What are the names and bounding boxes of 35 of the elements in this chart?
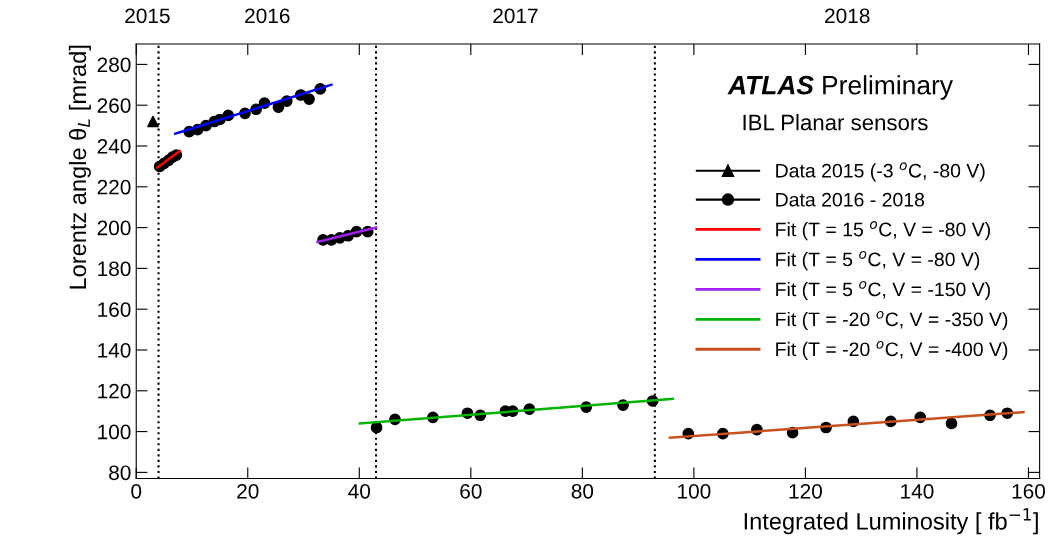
y-tick-label: 180 xyxy=(98,261,131,277)
text: 2015 xyxy=(125,8,170,24)
legend-label: Data 2015 (-3 $^{o}$C, -80 V) xyxy=(776,162,985,182)
y-tick-label: 100 xyxy=(98,424,131,440)
y-tick-label: 280 xyxy=(97,57,131,73)
y-tick-label: 160 xyxy=(98,302,131,317)
y-tick-label: 140 xyxy=(98,342,131,358)
y-axis-title: Lorentz angle θ$_{L}$ [mrad] xyxy=(68,45,91,289)
x-tick-label: 100 xyxy=(678,483,711,499)
x-tick-label: 20 xyxy=(237,483,259,499)
text: 2017 xyxy=(493,8,538,24)
x-axis-title: Integrated Luminosity [ fb$^{−1}$] xyxy=(744,508,1038,535)
text: 2018 xyxy=(825,8,870,24)
text: 2016 xyxy=(245,8,290,24)
legend-label: Fit (T = 5 $^{o}$C, V = -150 V) xyxy=(776,281,990,301)
legend-label: Fit (T = 15 $^{o}$C, V = -80 V) xyxy=(776,221,990,241)
y-tick-label: 120 xyxy=(98,383,131,399)
x-tick-label: 40 xyxy=(348,483,371,499)
legend-label: Fit (T = -20 $^{o}$C, V = -350 V) xyxy=(776,310,1008,331)
x-tick-label: 140 xyxy=(901,483,934,499)
y-tick-label: 240 xyxy=(97,139,131,154)
x-tick-label: 80 xyxy=(571,483,594,499)
x-tick-label: 120 xyxy=(789,483,822,499)
y-tick-label: 200 xyxy=(97,220,131,236)
y-tick-label: 220 xyxy=(97,179,131,195)
x-tick-label: 0 xyxy=(131,483,142,499)
x-tick-label: 160 xyxy=(1012,483,1046,499)
legend-label: Data 2016 - 2018 xyxy=(776,192,925,207)
legend-label: Fit (T = -20 $^{o}$C, V = -400 V) xyxy=(776,340,1008,360)
annotation: IBL Planar sensors xyxy=(743,114,928,131)
y-tick-label: 80 xyxy=(109,465,131,481)
y-tick-label: 260 xyxy=(97,98,131,113)
annotation: ATLAS Preliminary xyxy=(727,75,953,100)
legend-label: Fit (T = 5 $^{o}$C, V = -80 V) xyxy=(776,251,980,271)
x-tick-label: 60 xyxy=(460,483,482,499)
